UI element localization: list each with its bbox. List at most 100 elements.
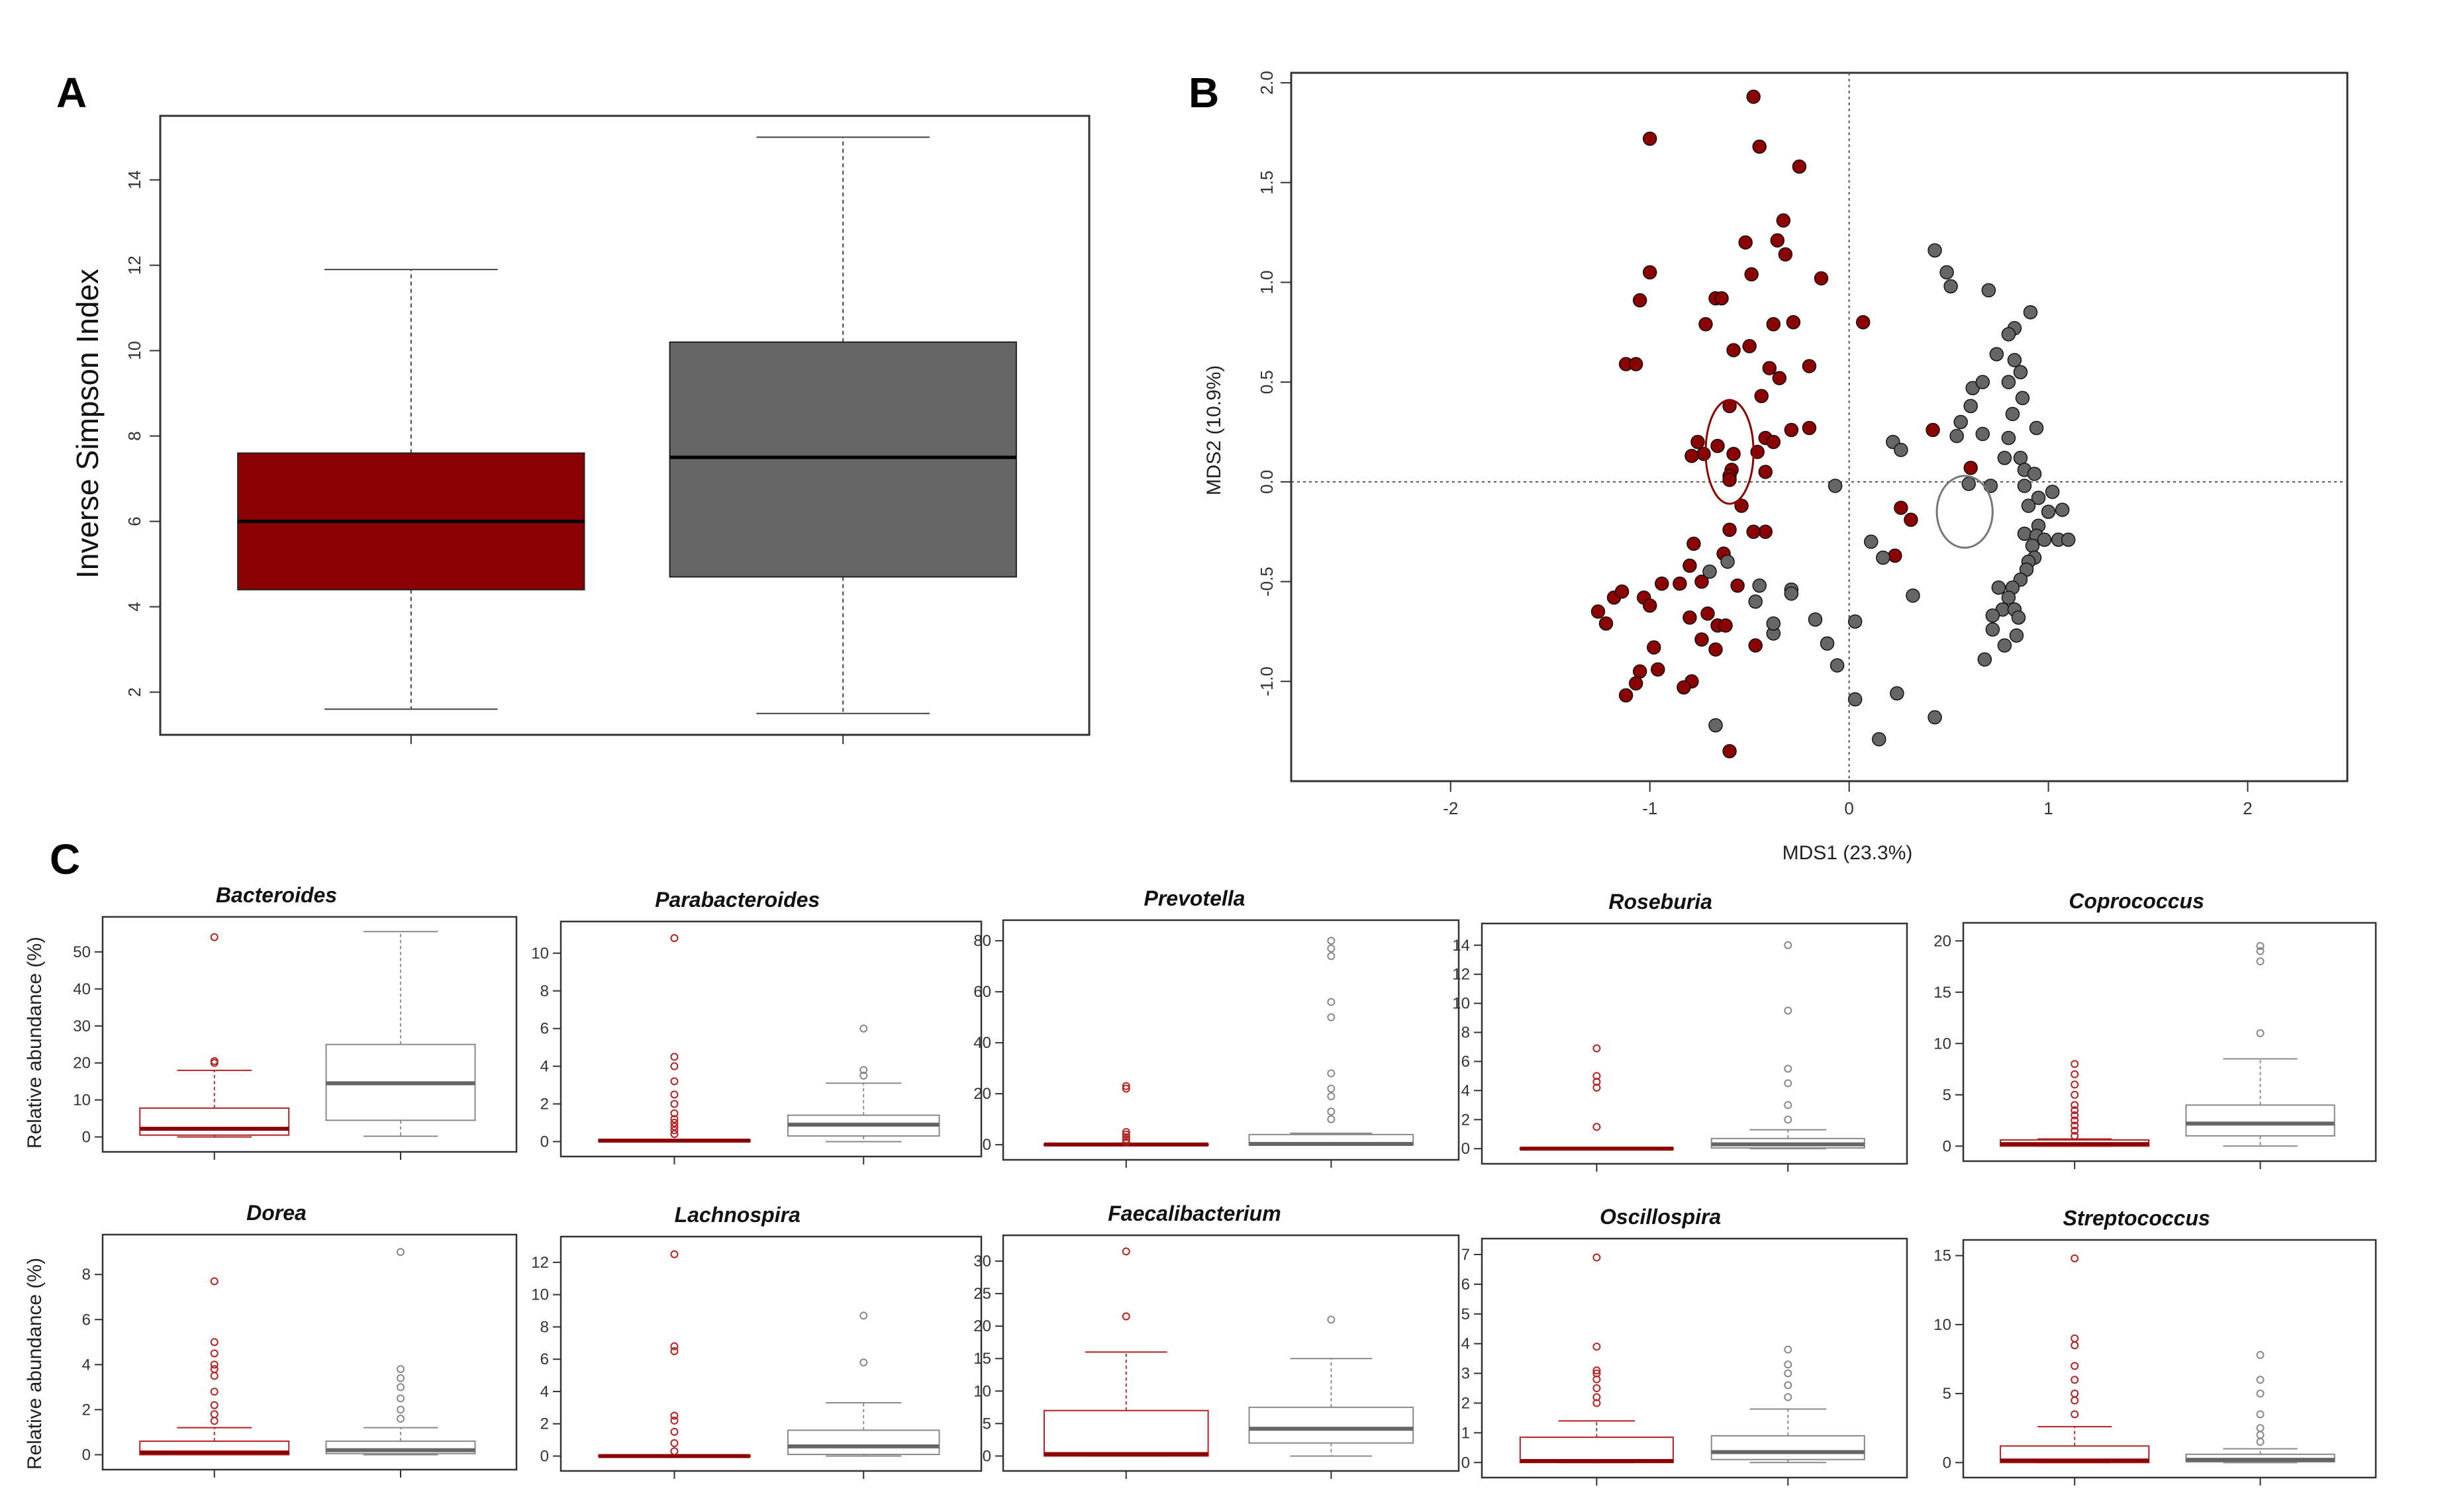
panel-b-point [1991, 580, 2006, 595]
panel-b-point [1828, 479, 1843, 493]
panel-b-point [1989, 347, 2004, 361]
panel-c-outlier [397, 1365, 405, 1374]
panel-c-ytick-label: 10 [973, 1382, 991, 1400]
panel-b-point [1906, 588, 1920, 603]
panel-c-box-grey [1710, 941, 1865, 1172]
panel-b-point [1758, 524, 1773, 539]
panel-c-outlier [2256, 957, 2265, 966]
panel-c-ytick-label: 0 [1943, 1137, 1951, 1155]
panel-c-outlier [1592, 1366, 1601, 1375]
panel-c-box-red [139, 933, 290, 1160]
panel-b-point [2009, 628, 2024, 643]
panel-b-ytick-label: 0.0 [1257, 470, 1277, 494]
panel-c-ytick-label: 0 [983, 1447, 991, 1465]
panel-b-point [2001, 375, 2016, 389]
panel-c-outlier [2071, 1121, 2079, 1130]
panel-c-outlier [1592, 1072, 1601, 1080]
panel-c-ytick-label: 1 [1461, 1424, 1470, 1442]
panel-c-outlier [859, 1311, 868, 1320]
panel-c-frame [1962, 921, 2377, 1162]
panel-c-outlier [2256, 1438, 2265, 1446]
panel-c-outlier [210, 1365, 219, 1374]
panel-c-ytick-label: 10 [531, 1286, 549, 1304]
panel-b-point [1590, 604, 1606, 619]
panel-b-point [1784, 422, 1799, 438]
panel-c-outlier [210, 1057, 219, 1065]
panel-c-subplot-7: Lachnospira 0 2 4 6 8 10 12 [531, 1203, 983, 1479]
panel-c-outlier [670, 1427, 679, 1436]
panel-a-yticks: 2 4 6 8 10 12 14 [124, 170, 160, 697]
panel-c-ytick-label: 0 [540, 1448, 549, 1466]
panel-b-point [2061, 532, 2076, 547]
panel-c-ytick-label: 6 [82, 1311, 91, 1329]
panel-c-ytick-label: 80 [973, 932, 991, 950]
panel-c-ytick-label: 2 [82, 1401, 91, 1419]
panel-b-point [1802, 359, 1817, 373]
panel-c-ytick-label: 2 [1461, 1394, 1470, 1412]
panel-c-title: Dorea [246, 1201, 307, 1225]
panel-c-outlier [2071, 1390, 2079, 1398]
panel-c-outlier [2256, 947, 2265, 955]
panel-c-subplot-6: Dorea 0 2 4 6 8 [82, 1201, 518, 1478]
panel-b-point [2023, 305, 2038, 320]
panel-b-point [1694, 632, 1709, 647]
panel-c-outlier [1122, 1130, 1130, 1139]
panel-b-point [1855, 315, 1871, 330]
panel-b-scatter: MDS2 (10.9%) MDS1 (23.3%) -2 -1 0 1 2 -1.0 -0.… [1203, 71, 2349, 864]
panel-b-point [1702, 564, 1717, 579]
panel-b-point [1696, 446, 1711, 461]
panel-c-outlier [1784, 1064, 1792, 1073]
panel-b-ellipse [1704, 399, 1755, 505]
panel-c-outlier [670, 1053, 679, 1061]
panel-c-ytick-label: 60 [973, 983, 991, 1001]
panel-a-boxes [237, 136, 1017, 744]
panel-c-outlier [210, 1277, 219, 1286]
panel-c-outlier [670, 1077, 679, 1086]
panel-c-outlier [1784, 1369, 1792, 1378]
panel-b-point [2011, 610, 2026, 625]
panel-c-outlier [1327, 1092, 1336, 1101]
panel-b-point [1888, 548, 1902, 563]
panel-b-point [1752, 139, 1767, 154]
panel-c-ytick-label: 10 [73, 1092, 91, 1110]
panel-c-outlier [2071, 1070, 2079, 1078]
panel-c-outlier [859, 1071, 868, 1080]
panel-c-subplot-5: Coprococcus 0 5 10 15 20 [1933, 889, 2377, 1169]
panel-b-point [1863, 534, 1879, 549]
panel-c-ytick-label: 6 [540, 1350, 549, 1368]
panel-c-outlier [1784, 1115, 1792, 1124]
panel-c-outlier [1122, 1084, 1130, 1093]
panel-c-outlier [2256, 1350, 2265, 1359]
panel-b-point [1748, 638, 1763, 653]
panel-c-ytick-label: 5 [983, 1415, 991, 1433]
panel-b-point [1778, 247, 1793, 262]
panel-c-outlier [1592, 1078, 1601, 1086]
panel-c-box-body [1248, 1406, 1414, 1444]
panel-c-outlier [1784, 1360, 1792, 1369]
panel-c-outlier [1784, 941, 1792, 949]
panel-c-outlier [1784, 1006, 1792, 1015]
panel-b-point [1985, 608, 2000, 623]
panel-b-point [1766, 616, 1781, 631]
panel-c-box-body [787, 1429, 940, 1456]
panel-b-point [1981, 283, 1996, 298]
panel-b-point [1820, 636, 1835, 651]
panel-c-box-grey [325, 1248, 476, 1478]
panel-b-xtick-label: -2 [1443, 798, 1458, 818]
panel-b-point [1744, 267, 1759, 282]
panel-b-point [1928, 710, 1942, 725]
panel-c-ytick-label: 5 [1943, 1385, 1951, 1403]
panel-b-frame [1290, 71, 2349, 782]
panel-c-ytick-label: 30 [973, 1252, 991, 1270]
panel-c-outlier [397, 1405, 405, 1414]
panel-c-outlier [2071, 1362, 2079, 1370]
panel-a-ytick-label: 8 [124, 431, 144, 440]
panel-a-ytick-label: 6 [124, 516, 144, 526]
panel-b-point [1983, 479, 1998, 493]
panel-c-ytick-label: 15 [1933, 984, 1951, 1002]
panel-b-point [1770, 233, 1785, 248]
panel-c-outlier [210, 1360, 219, 1369]
panel-c-ytick-label: 4 [540, 1383, 549, 1401]
panel-b-point [2031, 491, 2046, 505]
panel-c-ytick-label: 0 [983, 1136, 991, 1154]
